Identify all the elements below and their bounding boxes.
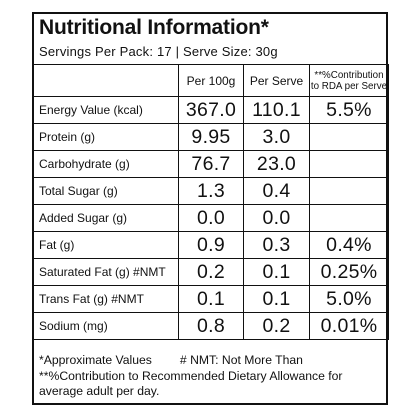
header-row: Per 100g Per Serve **%Contribution to RD… (32, 64, 389, 97)
value-per-serve: 3.0 (243, 123, 310, 151)
footnotes: *Approximate Values # NMT: Not More Than … (39, 353, 389, 400)
value-per-serve: 0.0 (243, 204, 310, 232)
value-rda (309, 123, 389, 151)
value-per-100g: 0.8 (178, 312, 244, 340)
nutrition-table: Per 100g Per Serve **%Contribution to RD… (32, 64, 389, 340)
value-rda: 0.01% (309, 312, 389, 340)
nutrient-name: Fat (g) (32, 231, 179, 259)
header-per-serve: Per Serve (243, 64, 310, 97)
nutrient-name: Added Sugar (g) (32, 204, 179, 232)
nutrient-row: Sodium (mg) 0.8 0.2 0.01% (32, 312, 389, 340)
nutrient-row: Carbohydrate (g) 76.7 23.0 (32, 150, 389, 178)
value-per-100g: 0.2 (178, 258, 244, 286)
nutrient-row: Protein (g) 9.95 3.0 (32, 123, 389, 151)
nutrient-name: Trans Fat (g) #NMT (32, 285, 179, 313)
header-rda-line1: **%Contribution (314, 69, 384, 81)
nutrition-label: Nutritional Information* Servings Per Pa… (32, 12, 389, 405)
value-rda (309, 177, 389, 205)
footnote-nmt: # NMT: Not More Than (179, 353, 303, 367)
value-per-serve: 0.1 (243, 258, 310, 286)
nutrient-row: Fat (g) 0.9 0.3 0.4% (32, 231, 389, 259)
footnote-rda: **%Contribution to Recommended Dietary A… (39, 368, 343, 399)
header-rda-line2: to RDA per Serve (310, 80, 388, 92)
label-title: Nutritional Information* (39, 16, 269, 39)
value-per-serve: 0.2 (243, 312, 310, 340)
value-rda: 0.25% (309, 258, 389, 286)
nutrient-row: Energy Value (kcal) 367.0 110.1 5.5% (32, 96, 389, 124)
nutrition-rows: Energy Value (kcal) 367.0 110.1 5.5% Protein… (32, 96, 389, 340)
value-per-100g: 367.0 (178, 96, 244, 124)
value-rda (309, 150, 389, 178)
value-per-100g: 76.7 (178, 150, 244, 178)
nutrient-name: Energy Value (kcal) (32, 96, 179, 124)
nutrient-row: Added Sugar (g) 0.0 0.0 (32, 204, 389, 232)
value-per-100g: 1.3 (178, 177, 244, 205)
value-per-serve: 0.4 (243, 177, 310, 205)
nutrient-row: Trans Fat (g) #NMT 0.1 0.1 5.0% (32, 285, 389, 313)
value-per-serve: 110.1 (243, 96, 310, 124)
nutrient-name: Sodium (mg) (32, 312, 179, 340)
footnote-approx: *Approximate Values (39, 353, 152, 367)
value-per-100g: 0.0 (178, 204, 244, 232)
value-per-serve: 23.0 (243, 150, 310, 178)
value-per-serve: 0.1 (243, 285, 310, 313)
value-per-100g: 0.9 (178, 231, 244, 259)
nutrient-name: Protein (g) (32, 123, 179, 151)
header-blank-cell (32, 64, 179, 97)
header-per-100g: Per 100g (178, 64, 244, 97)
nutrient-name: Saturated Fat (g) #NMT (32, 258, 179, 286)
nutrient-name: Total Sugar (g) (32, 177, 179, 205)
servings-info: Servings Per Pack: 17 | Serve Size: 30g (39, 44, 278, 59)
value-per-serve: 0.3 (243, 231, 310, 259)
value-rda: 5.5% (309, 96, 389, 124)
nutrient-row: Total Sugar (g) 1.3 0.4 (32, 177, 389, 205)
value-rda (309, 204, 389, 232)
nutrient-row: Saturated Fat (g) #NMT 0.2 0.1 0.25% (32, 258, 389, 286)
value-per-100g: 0.1 (178, 285, 244, 313)
nutrient-name: Carbohydrate (g) (32, 150, 179, 178)
value-per-100g: 9.95 (178, 123, 244, 151)
value-rda: 5.0% (309, 285, 389, 313)
value-rda: 0.4% (309, 231, 389, 259)
footnote-line-1: *Approximate Values # NMT: Not More Than (39, 353, 389, 369)
header-rda: **%Contribution to RDA per Serve (309, 64, 389, 97)
